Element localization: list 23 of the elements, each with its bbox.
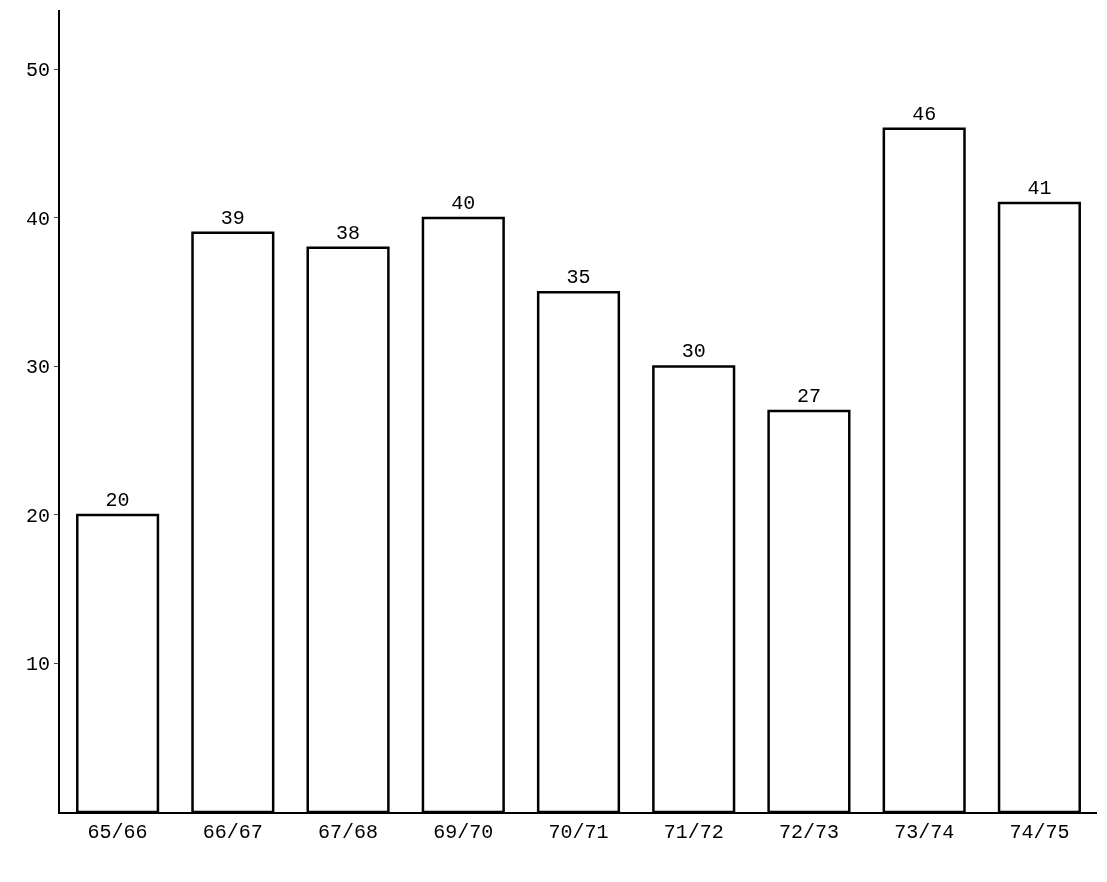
y-tick-label: 50 xyxy=(25,59,50,83)
data-label: 38 xyxy=(336,221,361,245)
x-tick-label: 65/66 xyxy=(87,821,148,844)
x-tick-label: 71/72 xyxy=(663,821,724,844)
data-label: 27 xyxy=(796,385,821,408)
x-tick-label: 66/67 xyxy=(202,821,263,844)
data-label: 35 xyxy=(566,266,591,290)
data-label: 41 xyxy=(1027,177,1052,201)
x-tick-label: 70/71 xyxy=(548,821,609,844)
y-tick-label: 30 xyxy=(25,356,50,380)
data-label: 30 xyxy=(681,340,706,364)
x-tick-label: 67/68 xyxy=(318,821,379,844)
data-label: 20 xyxy=(105,488,130,512)
x-tick-label: 74/75 xyxy=(1009,821,1070,844)
x-tick-label: 69/70 xyxy=(433,821,494,844)
y-tick-label: 10 xyxy=(25,653,50,677)
y-tick-label: 40 xyxy=(25,207,50,231)
data-label: 40 xyxy=(451,191,476,215)
data-label: 39 xyxy=(220,206,245,230)
x-tick-label: 73/74 xyxy=(894,821,955,844)
y-tick-label: 20 xyxy=(25,504,50,528)
data-label: 46 xyxy=(912,102,937,126)
x-tick-label: 72/73 xyxy=(778,821,839,844)
